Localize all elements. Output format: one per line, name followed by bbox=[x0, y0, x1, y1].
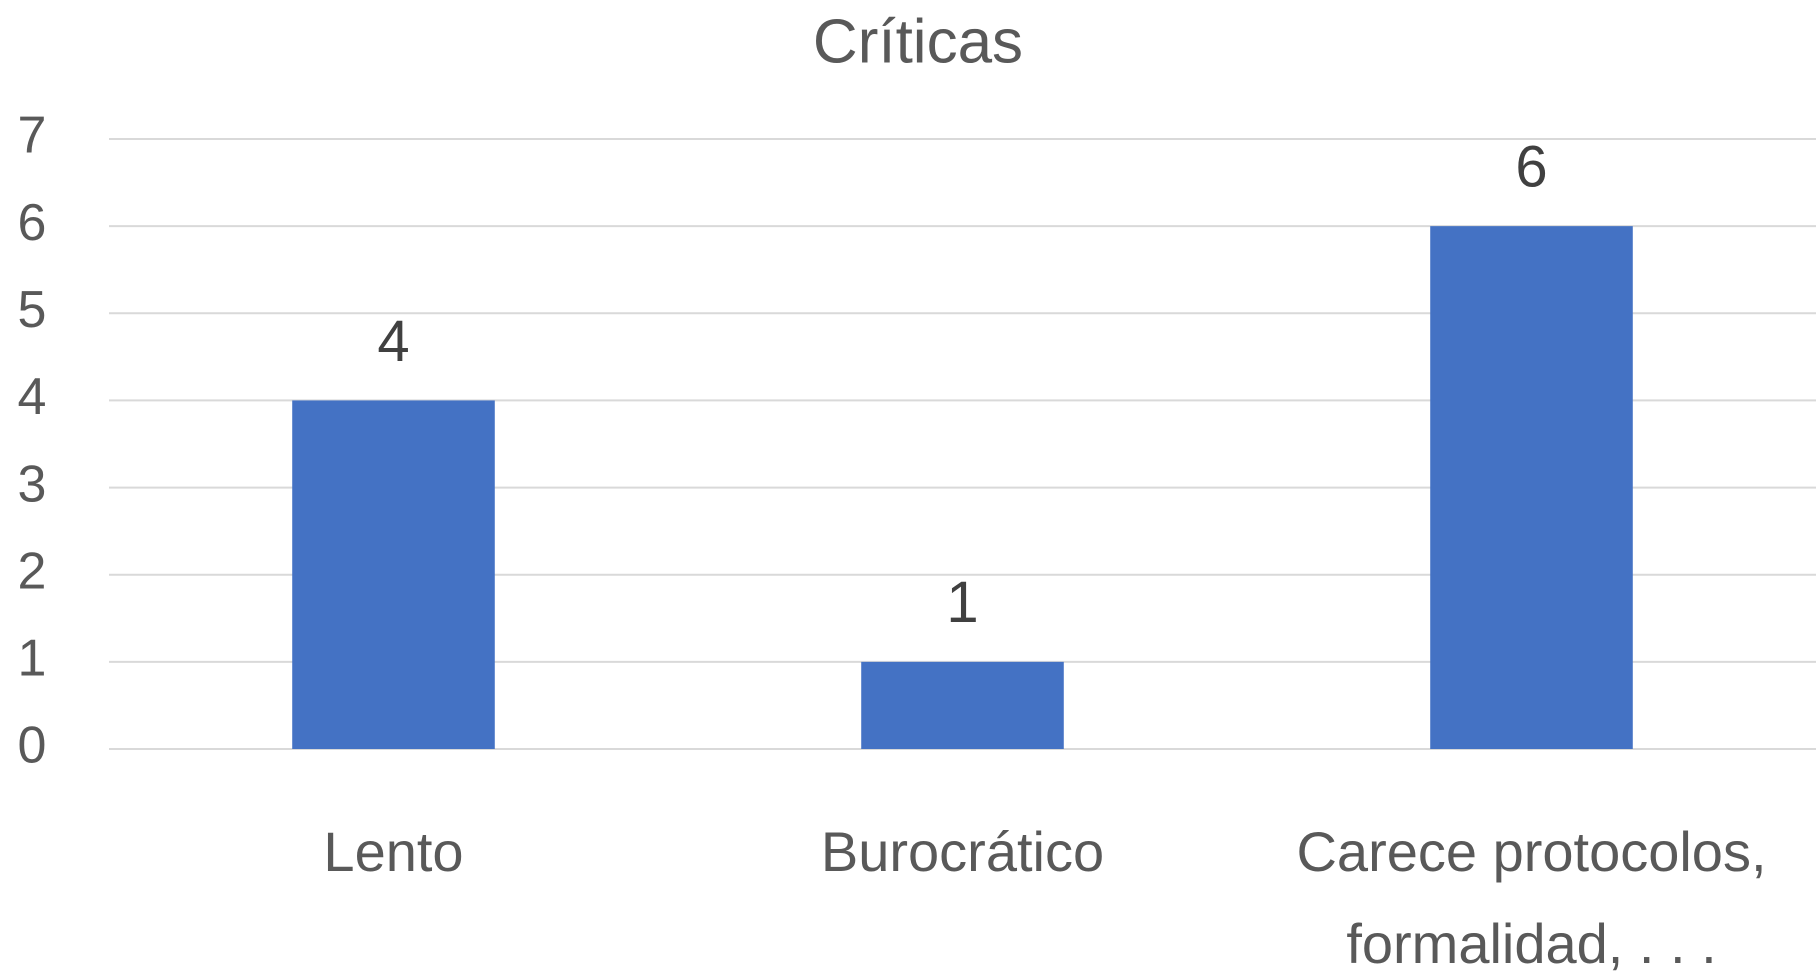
data-label: 4 bbox=[377, 309, 409, 374]
chart-title: Críticas bbox=[813, 7, 1023, 76]
y-tick-label: 7 bbox=[18, 107, 47, 165]
y-tick-label: 5 bbox=[18, 281, 47, 339]
data-label: 1 bbox=[946, 570, 978, 635]
x-tick-label: Carece protocolos, formalidad, . . . bbox=[1296, 820, 1767, 971]
y-tick-label: 4 bbox=[18, 368, 47, 426]
bar bbox=[861, 661, 1064, 749]
y-tick-label: 2 bbox=[18, 542, 47, 600]
y-tick-label: 0 bbox=[18, 717, 47, 775]
x-tick-label: Burocrático bbox=[820, 820, 1105, 883]
bar bbox=[1430, 226, 1633, 750]
y-tick-label: 6 bbox=[18, 194, 47, 252]
x-tick-label: Lento bbox=[323, 820, 464, 883]
y-tick-label: 1 bbox=[18, 630, 47, 688]
y-tick-label: 3 bbox=[18, 455, 47, 513]
bar bbox=[292, 400, 495, 749]
data-label: 6 bbox=[1515, 134, 1547, 199]
